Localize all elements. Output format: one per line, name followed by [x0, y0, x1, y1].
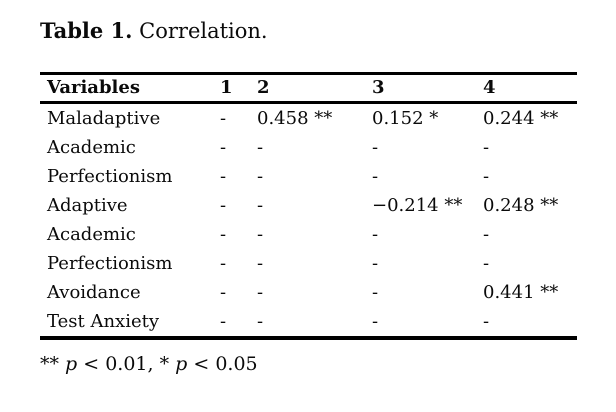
correlation-value-cell: -	[257, 253, 264, 274]
correlation-value-cell: -	[257, 166, 264, 187]
table-footnote: ** p < 0.01, * p < 0.05	[40, 352, 616, 377]
variable-name-cell: Academic	[47, 137, 136, 158]
footnote-text-segment: < 0.05	[187, 353, 258, 375]
correlation-value-cell: -	[372, 311, 379, 332]
column-header-3: 3	[372, 77, 385, 98]
footnote-text-segment: < 0.01, *	[77, 353, 176, 375]
correlation-value-cell: -	[220, 253, 227, 274]
correlation-value-cell: 0.244 **	[483, 108, 559, 129]
table-caption-text: Correlation.	[132, 19, 268, 43]
table-row: Perfectionism - - - -	[40, 162, 577, 191]
correlation-value-cell: -	[257, 311, 264, 332]
correlation-value-cell: -	[483, 311, 490, 332]
variable-name-cell: Perfectionism	[47, 253, 173, 274]
variable-name-cell: Perfectionism	[47, 166, 173, 187]
table-row: Test Anxiety - - - -	[40, 307, 577, 338]
correlation-value-cell: -	[372, 166, 379, 187]
table-body: Maladaptive - 0.458 ** 0.152 * 0.244 ** Acade…	[40, 103, 577, 339]
correlation-value-cell: -	[483, 253, 490, 274]
correlation-value-cell: -	[220, 108, 227, 129]
correlation-value-cell: -	[220, 195, 227, 216]
table-header: Variables 1 2 3 4	[40, 74, 577, 103]
correlation-value-cell: -	[257, 224, 264, 245]
variable-name-cell: Test Anxiety	[47, 311, 160, 332]
correlation-value-cell: -	[220, 166, 227, 187]
correlation-value-cell: -	[372, 253, 379, 274]
correlation-value-cell: -	[372, 282, 379, 303]
footnote-p-symbol: p	[175, 353, 188, 375]
correlation-value-cell: 0.458 **	[257, 108, 333, 129]
column-header-4: 4	[483, 77, 496, 98]
column-header-2: 2	[257, 77, 270, 98]
correlation-table: Variables 1 2 3 4 Maladaptive - 0.458 ** 0.152 …	[40, 72, 577, 340]
variable-name-cell: Adaptive	[47, 195, 128, 216]
variable-name-cell: Avoidance	[47, 282, 141, 303]
correlation-value-cell: -	[220, 282, 227, 303]
correlation-value-cell: -	[372, 224, 379, 245]
correlation-value-cell: -	[257, 282, 264, 303]
table-row: Avoidance - - - 0.441 **	[40, 278, 577, 307]
correlation-value-cell: −0.214 **	[372, 195, 463, 216]
table-row: Academic - - - -	[40, 133, 577, 162]
correlation-value-cell: -	[220, 311, 227, 332]
correlation-value-cell: 0.152 *	[372, 108, 439, 129]
correlation-value-cell: -	[483, 224, 490, 245]
correlation-value-cell: -	[483, 166, 490, 187]
table-row: Academic - - - -	[40, 220, 577, 249]
footnote-p-symbol: p	[65, 353, 78, 375]
header-row: Variables 1 2 3 4	[40, 74, 577, 103]
correlation-value-cell: -	[220, 137, 227, 158]
table-caption: Table 1. Correlation.	[40, 18, 616, 44]
table-row: Perfectionism - - - -	[40, 249, 577, 278]
table-row: Adaptive - - −0.214 ** 0.248 **	[40, 191, 577, 220]
column-header-variables: Variables	[47, 77, 140, 98]
correlation-value-cell: -	[372, 137, 379, 158]
correlation-value-cell: -	[257, 195, 264, 216]
correlation-value-cell: 0.248 **	[483, 195, 559, 216]
footnote-text-segment: **	[40, 353, 66, 375]
correlation-value-cell: -	[257, 137, 264, 158]
correlation-value-cell: -	[483, 137, 490, 158]
table-row: Maladaptive - 0.458 ** 0.152 * 0.244 **	[40, 103, 577, 134]
variable-name-cell: Maladaptive	[47, 108, 161, 129]
variable-name-cell: Academic	[47, 224, 136, 245]
column-header-1: 1	[220, 77, 233, 98]
correlation-value-cell: 0.441 **	[483, 282, 559, 303]
table-caption-label: Table 1.	[40, 18, 133, 43]
correlation-value-cell: -	[220, 224, 227, 245]
